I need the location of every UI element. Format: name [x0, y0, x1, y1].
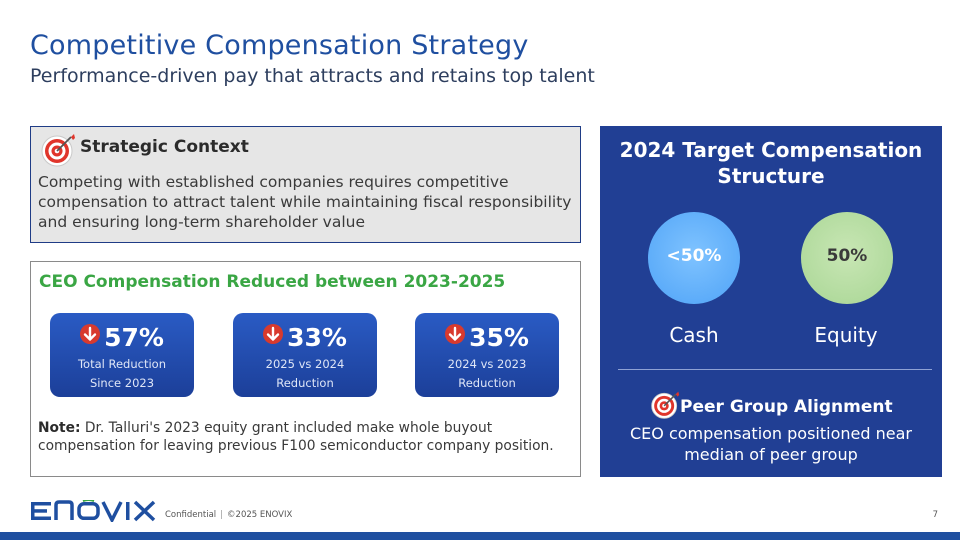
- stat-label: 2024 vs 2023: [447, 357, 527, 371]
- down-arrow-icon: [445, 324, 466, 344]
- stat-label: 2025 vs 2024: [265, 357, 345, 371]
- down-arrow-icon: [263, 324, 284, 344]
- page-title: Competitive Compensation Strategy: [30, 30, 529, 61]
- confidential-label: Confidential: [165, 510, 217, 520]
- page-number: 7: [932, 510, 938, 520]
- stat-sublabel: Since 2023: [89, 376, 155, 390]
- down-arrow-icon: [80, 324, 101, 344]
- note-label: Note:: [38, 420, 81, 436]
- strategic-context-text: Competing with established companies req…: [38, 173, 572, 231]
- stat-sublabel: Reduction: [458, 376, 516, 390]
- footer-text: Confidential | ©2025 ENOVIX: [165, 510, 292, 520]
- cash-circle: <50%: [648, 212, 740, 304]
- page-subtitle: Performance-driven pay that attracts and…: [30, 65, 595, 87]
- strategic-context-box: [30, 126, 581, 243]
- stat-card-2024-vs-2023: 35% 2024 vs 2023 Reduction: [415, 313, 559, 397]
- cash-label: Cash: [669, 323, 719, 347]
- compensation-note: Note: Dr. Talluri's 2023 equity grant in…: [38, 419, 568, 455]
- target-icon: [651, 391, 680, 419]
- stat-card-2025-vs-2024: 33% 2025 vs 2024 Reduction: [233, 313, 377, 397]
- note-text: Dr. Talluri's 2023 equity grant included…: [38, 420, 554, 454]
- stat-value: 35%: [469, 323, 529, 352]
- equity-circle: 50%: [801, 212, 893, 304]
- equity-value: 50%: [826, 246, 868, 266]
- peer-group-text: CEO compensation positioned near median …: [630, 424, 912, 464]
- ceo-compensation-heading: CEO Compensation Reduced between 2023-20…: [39, 272, 506, 292]
- cash-value: <50%: [666, 246, 722, 266]
- stat-sublabel: Reduction: [276, 376, 334, 390]
- enovix-logo: [31, 500, 156, 522]
- peer-group-heading: Peer Group Alignment: [680, 397, 893, 417]
- target-icon: [41, 134, 75, 167]
- copyright-text: ©2025 ENOVIX: [227, 510, 293, 520]
- strategic-context-heading: Strategic Context: [80, 137, 249, 157]
- bottom-accent-bar: [0, 532, 960, 540]
- panel-divider: [618, 369, 932, 370]
- stat-value: 33%: [287, 323, 347, 352]
- equity-label: Equity: [814, 323, 878, 347]
- target-compensation-title: 2024 Target Compensation Structure: [619, 138, 923, 188]
- target-compensation-panel: [600, 126, 942, 477]
- stat-value: 57%: [104, 323, 164, 352]
- stat-card-total-reduction: 57% Total Reduction Since 2023: [50, 313, 194, 397]
- stat-label: Total Reduction: [77, 357, 166, 371]
- footer-separator: |: [220, 510, 224, 520]
